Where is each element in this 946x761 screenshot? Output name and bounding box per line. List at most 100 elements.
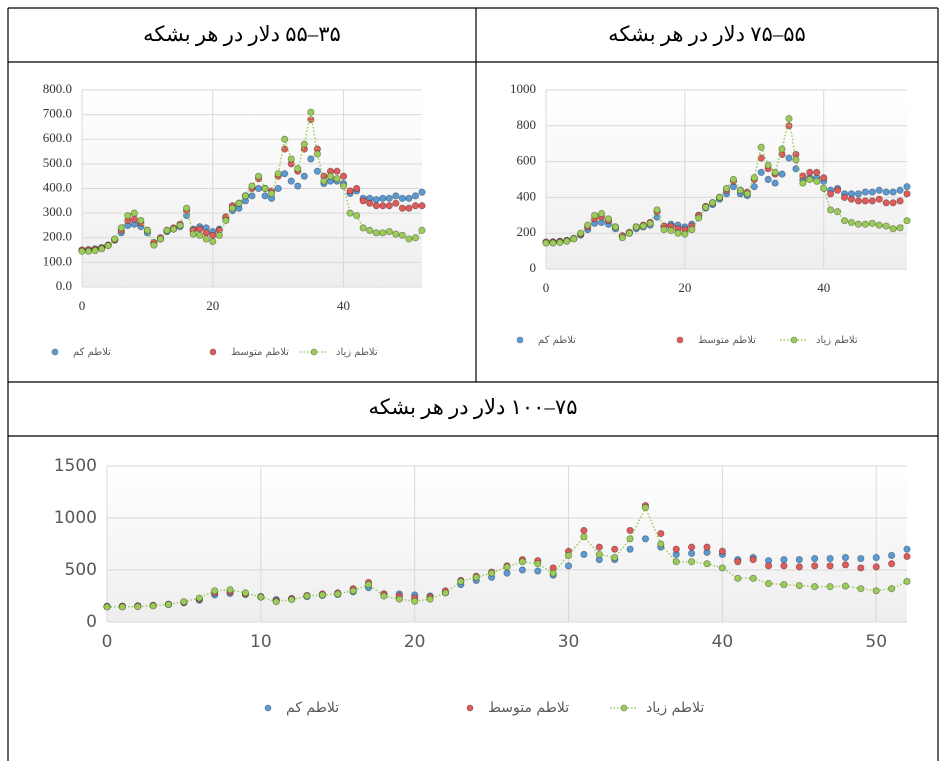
data-point — [366, 200, 372, 206]
data-point — [904, 553, 910, 559]
data-point — [855, 221, 861, 227]
data-point — [373, 203, 379, 209]
data-point — [842, 554, 848, 560]
x-tick-label: 40 — [712, 632, 734, 652]
legend-label: تلاطم متوسط — [488, 700, 569, 716]
data-point — [347, 210, 353, 216]
data-point — [458, 578, 464, 584]
data-point — [719, 565, 725, 571]
data-point — [301, 141, 307, 147]
data-point — [119, 604, 125, 610]
data-point — [295, 183, 301, 189]
data-point — [841, 194, 847, 200]
data-point — [862, 189, 868, 195]
data-point — [696, 215, 702, 221]
data-point — [904, 191, 910, 197]
data-point — [647, 220, 653, 226]
y-tick-label: 0.0 — [56, 278, 72, 293]
data-point — [519, 558, 525, 564]
data-point — [327, 173, 333, 179]
data-point — [353, 212, 359, 218]
y-tick-label: 600 — [517, 153, 537, 168]
data-point — [800, 180, 806, 186]
data-point — [873, 554, 879, 560]
data-point — [268, 190, 274, 196]
data-point — [504, 570, 510, 576]
data-point — [611, 546, 617, 552]
data-point — [406, 236, 412, 242]
data-point — [658, 530, 664, 536]
x-tick-label: 0 — [102, 632, 113, 652]
data-point — [304, 593, 310, 599]
data-point — [262, 185, 268, 191]
data-point — [308, 116, 314, 122]
data-point — [668, 227, 674, 233]
page: {"chart_data": [ {"type": "scatter", "ti… — [0, 0, 946, 761]
data-point — [366, 227, 372, 233]
x-tick-label: 10 — [250, 632, 272, 652]
data-point — [814, 178, 820, 184]
data-point — [380, 195, 386, 201]
data-point — [399, 195, 405, 201]
figure: ۳۵–۵۵ دلار در هر بشکه ۵۵–۷۵ دلار در هر ب… — [0, 0, 946, 761]
data-point — [273, 599, 279, 605]
data-point — [223, 217, 229, 223]
data-point — [135, 603, 141, 609]
data-point — [111, 236, 117, 242]
data-point — [334, 168, 340, 174]
data-point — [360, 225, 366, 231]
y-tick-label: 600.0 — [43, 130, 72, 145]
panel-title: ۷۵–۱۰۰ دلار در هر بشکه — [369, 395, 578, 420]
data-point — [406, 205, 412, 211]
data-point — [811, 555, 817, 561]
data-point — [772, 169, 778, 175]
data-point — [796, 564, 802, 570]
data-point — [658, 541, 664, 547]
data-point — [373, 230, 379, 236]
data-point — [255, 173, 261, 179]
data-point — [848, 196, 854, 202]
x-tick-label: 0 — [79, 298, 86, 313]
y-tick-label: 1500 — [54, 456, 97, 476]
data-point — [350, 588, 356, 594]
data-point — [419, 227, 425, 233]
data-point — [779, 146, 785, 152]
data-point — [869, 220, 875, 226]
data-point — [183, 205, 189, 211]
data-point — [673, 558, 679, 564]
data-point — [386, 228, 392, 234]
data-point — [642, 504, 648, 510]
data-point — [796, 582, 802, 588]
data-point — [811, 583, 817, 589]
panel-title: ۳۵–۵۵ دلار در هر بشکه — [143, 22, 341, 47]
data-point — [164, 227, 170, 233]
data-point — [688, 544, 694, 550]
data-point — [181, 599, 187, 605]
data-point — [550, 240, 556, 246]
data-point — [591, 212, 597, 218]
data-point — [735, 575, 741, 581]
data-point — [611, 554, 617, 560]
data-point — [227, 587, 233, 593]
data-point — [308, 156, 314, 162]
data-point — [675, 230, 681, 236]
data-point — [365, 581, 371, 587]
data-point — [781, 563, 787, 569]
data-point — [596, 551, 602, 557]
data-point — [827, 191, 833, 197]
data-point — [353, 185, 359, 191]
data-point — [873, 564, 879, 570]
data-point — [820, 175, 826, 181]
data-point — [210, 232, 216, 238]
data-point — [229, 205, 235, 211]
data-point — [399, 205, 405, 211]
data-point — [786, 155, 792, 161]
data-point — [735, 558, 741, 564]
data-point — [242, 590, 248, 596]
data-point — [216, 232, 222, 238]
data-point — [876, 196, 882, 202]
x-tick-label: 20 — [206, 298, 219, 313]
data-point — [242, 193, 248, 199]
data-point — [897, 225, 903, 231]
data-point — [737, 187, 743, 193]
